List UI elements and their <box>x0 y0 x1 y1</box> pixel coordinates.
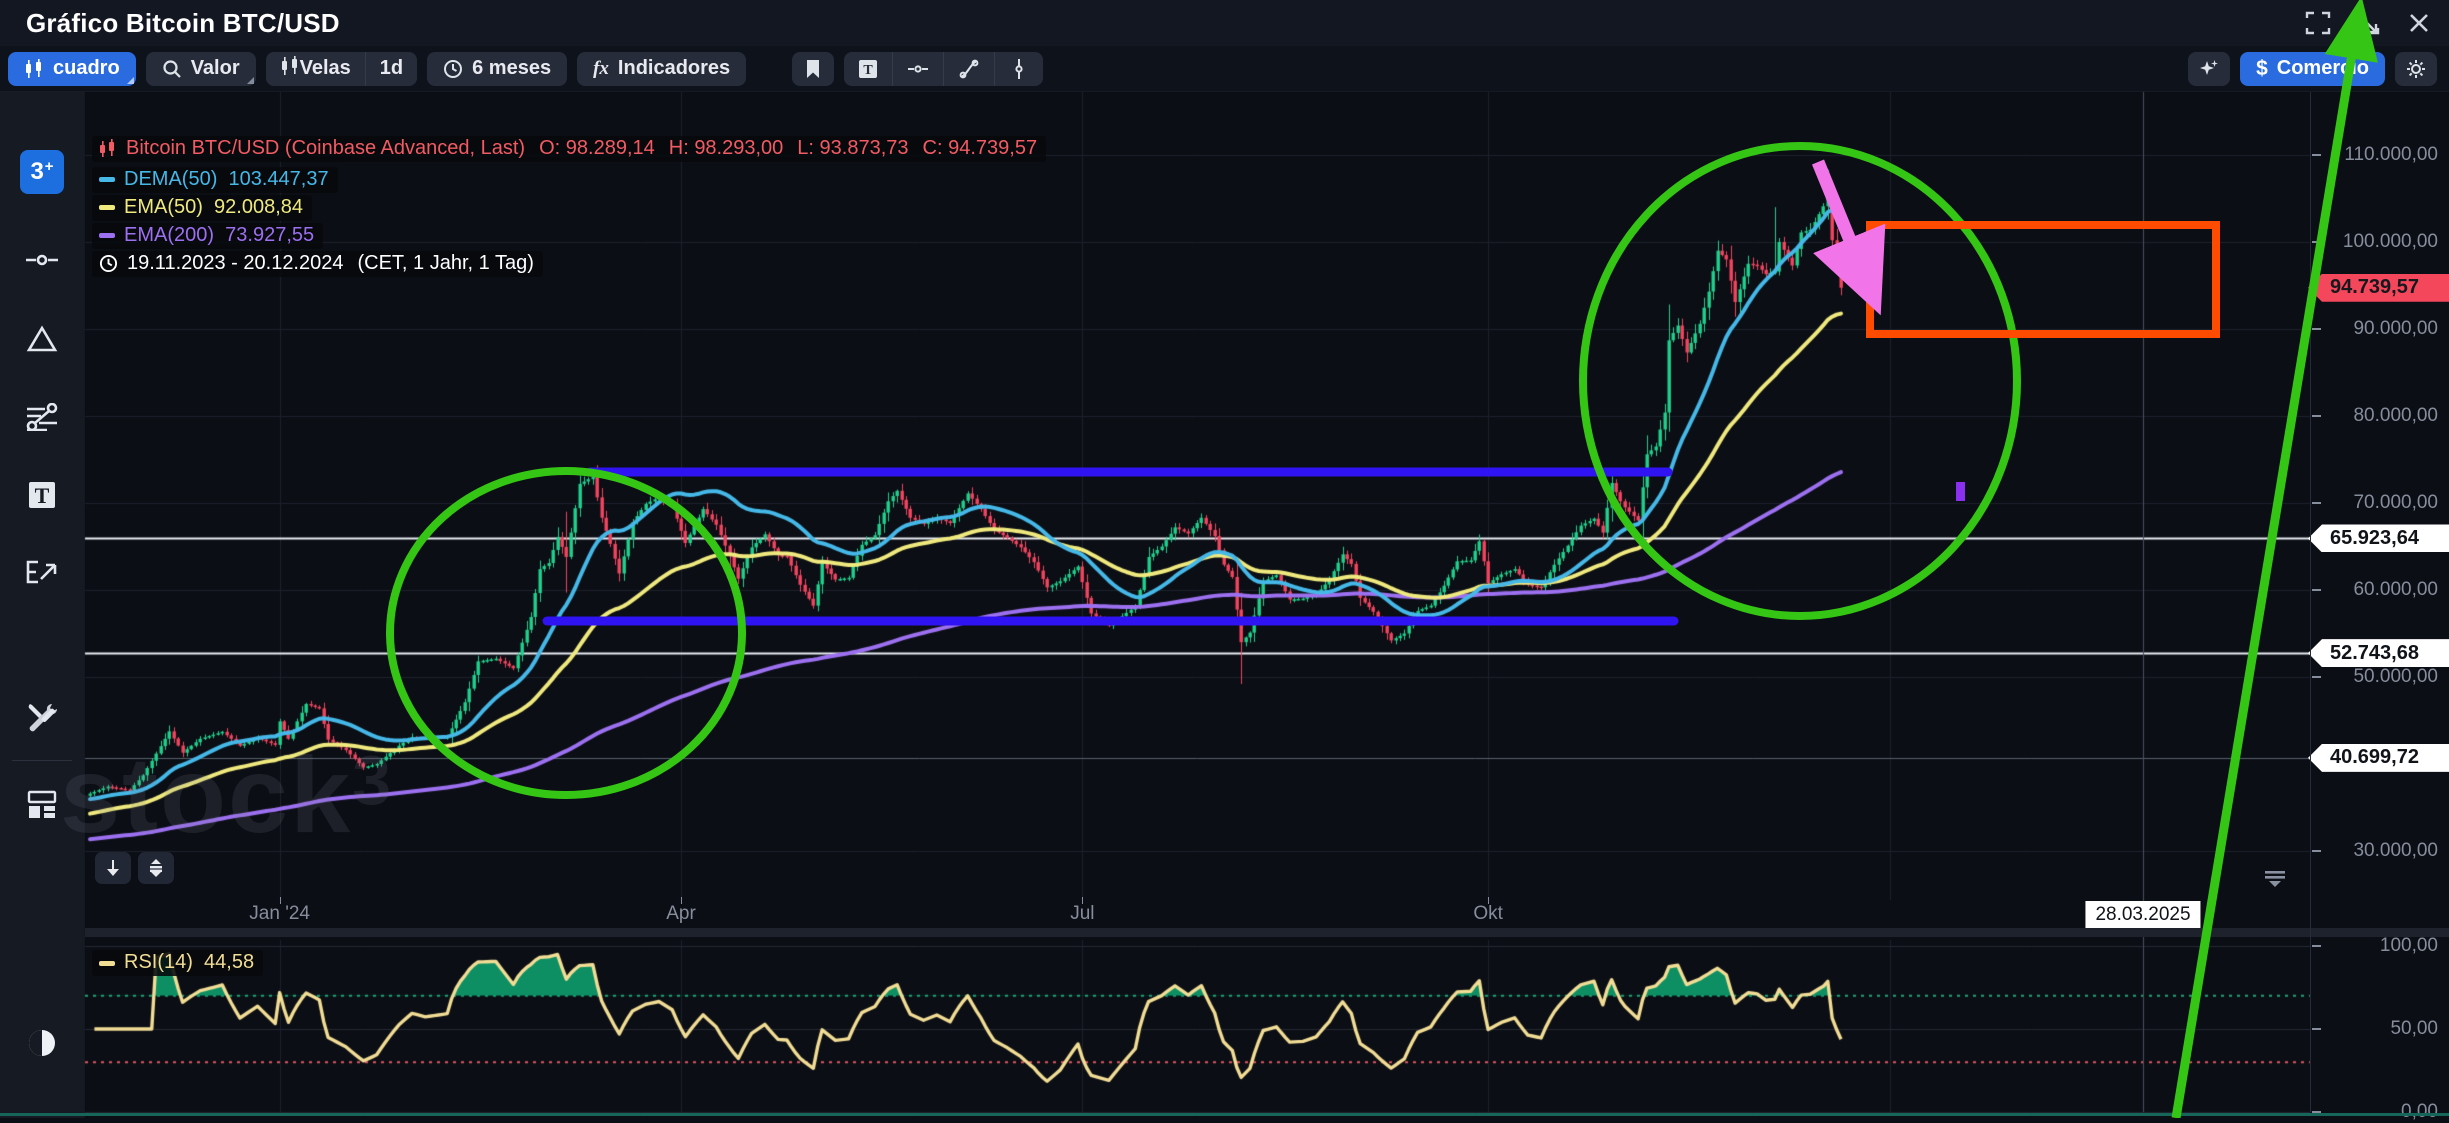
scroll-down-button[interactable] <box>95 852 131 884</box>
price-tick-label: 70.000,00 <box>2353 492 2438 513</box>
price-tick <box>2312 154 2321 156</box>
month-label: Okt <box>1473 903 1503 924</box>
legend-daterange-row[interactable]: 19.11.2023 - 20.12.2024 (CET, 1 Jahr, 1 T… <box>92 250 543 277</box>
price-tick-label: 60.000,00 <box>2353 579 2438 600</box>
price-tick <box>2312 676 2321 678</box>
month-label: Jul <box>1070 903 1095 924</box>
axis-separator <box>2310 92 2311 1112</box>
price-tick <box>2312 589 2321 591</box>
rsi-tick-label: 100,00 <box>2379 935 2438 956</box>
scroll-to-latest-icon[interactable] <box>2262 868 2288 895</box>
month-tick <box>1082 897 1084 904</box>
chart-legend: Bitcoin BTC/USD (Coinbase Advanced, Last… <box>92 136 1047 280</box>
rsi-tick-label: 50,00 <box>2390 1018 2438 1039</box>
price-badge: 65.923,64 <box>2308 524 2449 553</box>
price-tick-label: 90.000,00 <box>2353 318 2438 339</box>
price-tick <box>2312 415 2321 417</box>
price-tick <box>2312 328 2321 330</box>
line-swatch <box>99 959 115 967</box>
price-tick <box>2312 850 2321 852</box>
crosshair-date-badge: 28.03.2025 <box>2085 901 2201 929</box>
bottom-edge <box>0 1113 2449 1116</box>
month-tick <box>681 897 683 904</box>
price-tick-label: 30.000,00 <box>2353 840 2438 861</box>
month-tick <box>1488 897 1490 904</box>
rsi-tick <box>2312 945 2321 947</box>
price-badge: 40.699,72 <box>2308 743 2449 772</box>
scale-mode-button[interactable] <box>138 852 174 884</box>
month-label: Apr <box>666 903 696 924</box>
annotation-green-arrow[interactable] <box>2171 0 2378 1118</box>
line-swatch <box>99 203 115 211</box>
legend-dema-row[interactable]: DEMA(50) 103.447,37 <box>92 166 338 193</box>
clock-icon <box>99 254 118 273</box>
price-tick-label: 100.000,00 <box>2342 231 2438 252</box>
annotation-circle-2[interactable] <box>1579 142 2021 620</box>
price-tick <box>2312 502 2321 504</box>
annotation-pink-arrow[interactable] <box>1811 159 1886 316</box>
price-badge: 52.743,68 <box>2308 639 2449 668</box>
price-tick-label: 50.000,00 <box>2353 666 2438 687</box>
rsi-tick <box>2312 1028 2321 1030</box>
rsi-tick <box>2312 1111 2321 1113</box>
legend-ema50-row[interactable]: EMA(50) 92.008,84 <box>92 194 313 221</box>
pane-separator[interactable] <box>85 928 2449 937</box>
legend-main-row[interactable]: Bitcoin BTC/USD (Coinbase Advanced, Last… <box>92 136 1047 162</box>
annotation-purple-tick[interactable] <box>1956 482 1965 501</box>
candles-icon <box>99 138 117 160</box>
month-tick <box>279 897 281 904</box>
price-tick-label: 110.000,00 <box>2344 144 2438 165</box>
watermark: stock3 <box>60 734 394 855</box>
line-swatch <box>99 175 115 183</box>
line-swatch <box>99 231 115 239</box>
price-tick-label: 80.000,00 <box>2353 405 2438 426</box>
price-badge: 94.739,57 <box>2308 273 2449 302</box>
annotation-circle-1[interactable] <box>386 467 746 799</box>
rsi-tick-label: 0,00 <box>2401 1101 2438 1122</box>
legend-ema200-row[interactable]: EMA(200) 73.927,55 <box>92 222 324 249</box>
rsi-legend[interactable]: RSI(14) 44,58 <box>92 950 264 976</box>
month-label: Jan '24 <box>249 903 310 924</box>
